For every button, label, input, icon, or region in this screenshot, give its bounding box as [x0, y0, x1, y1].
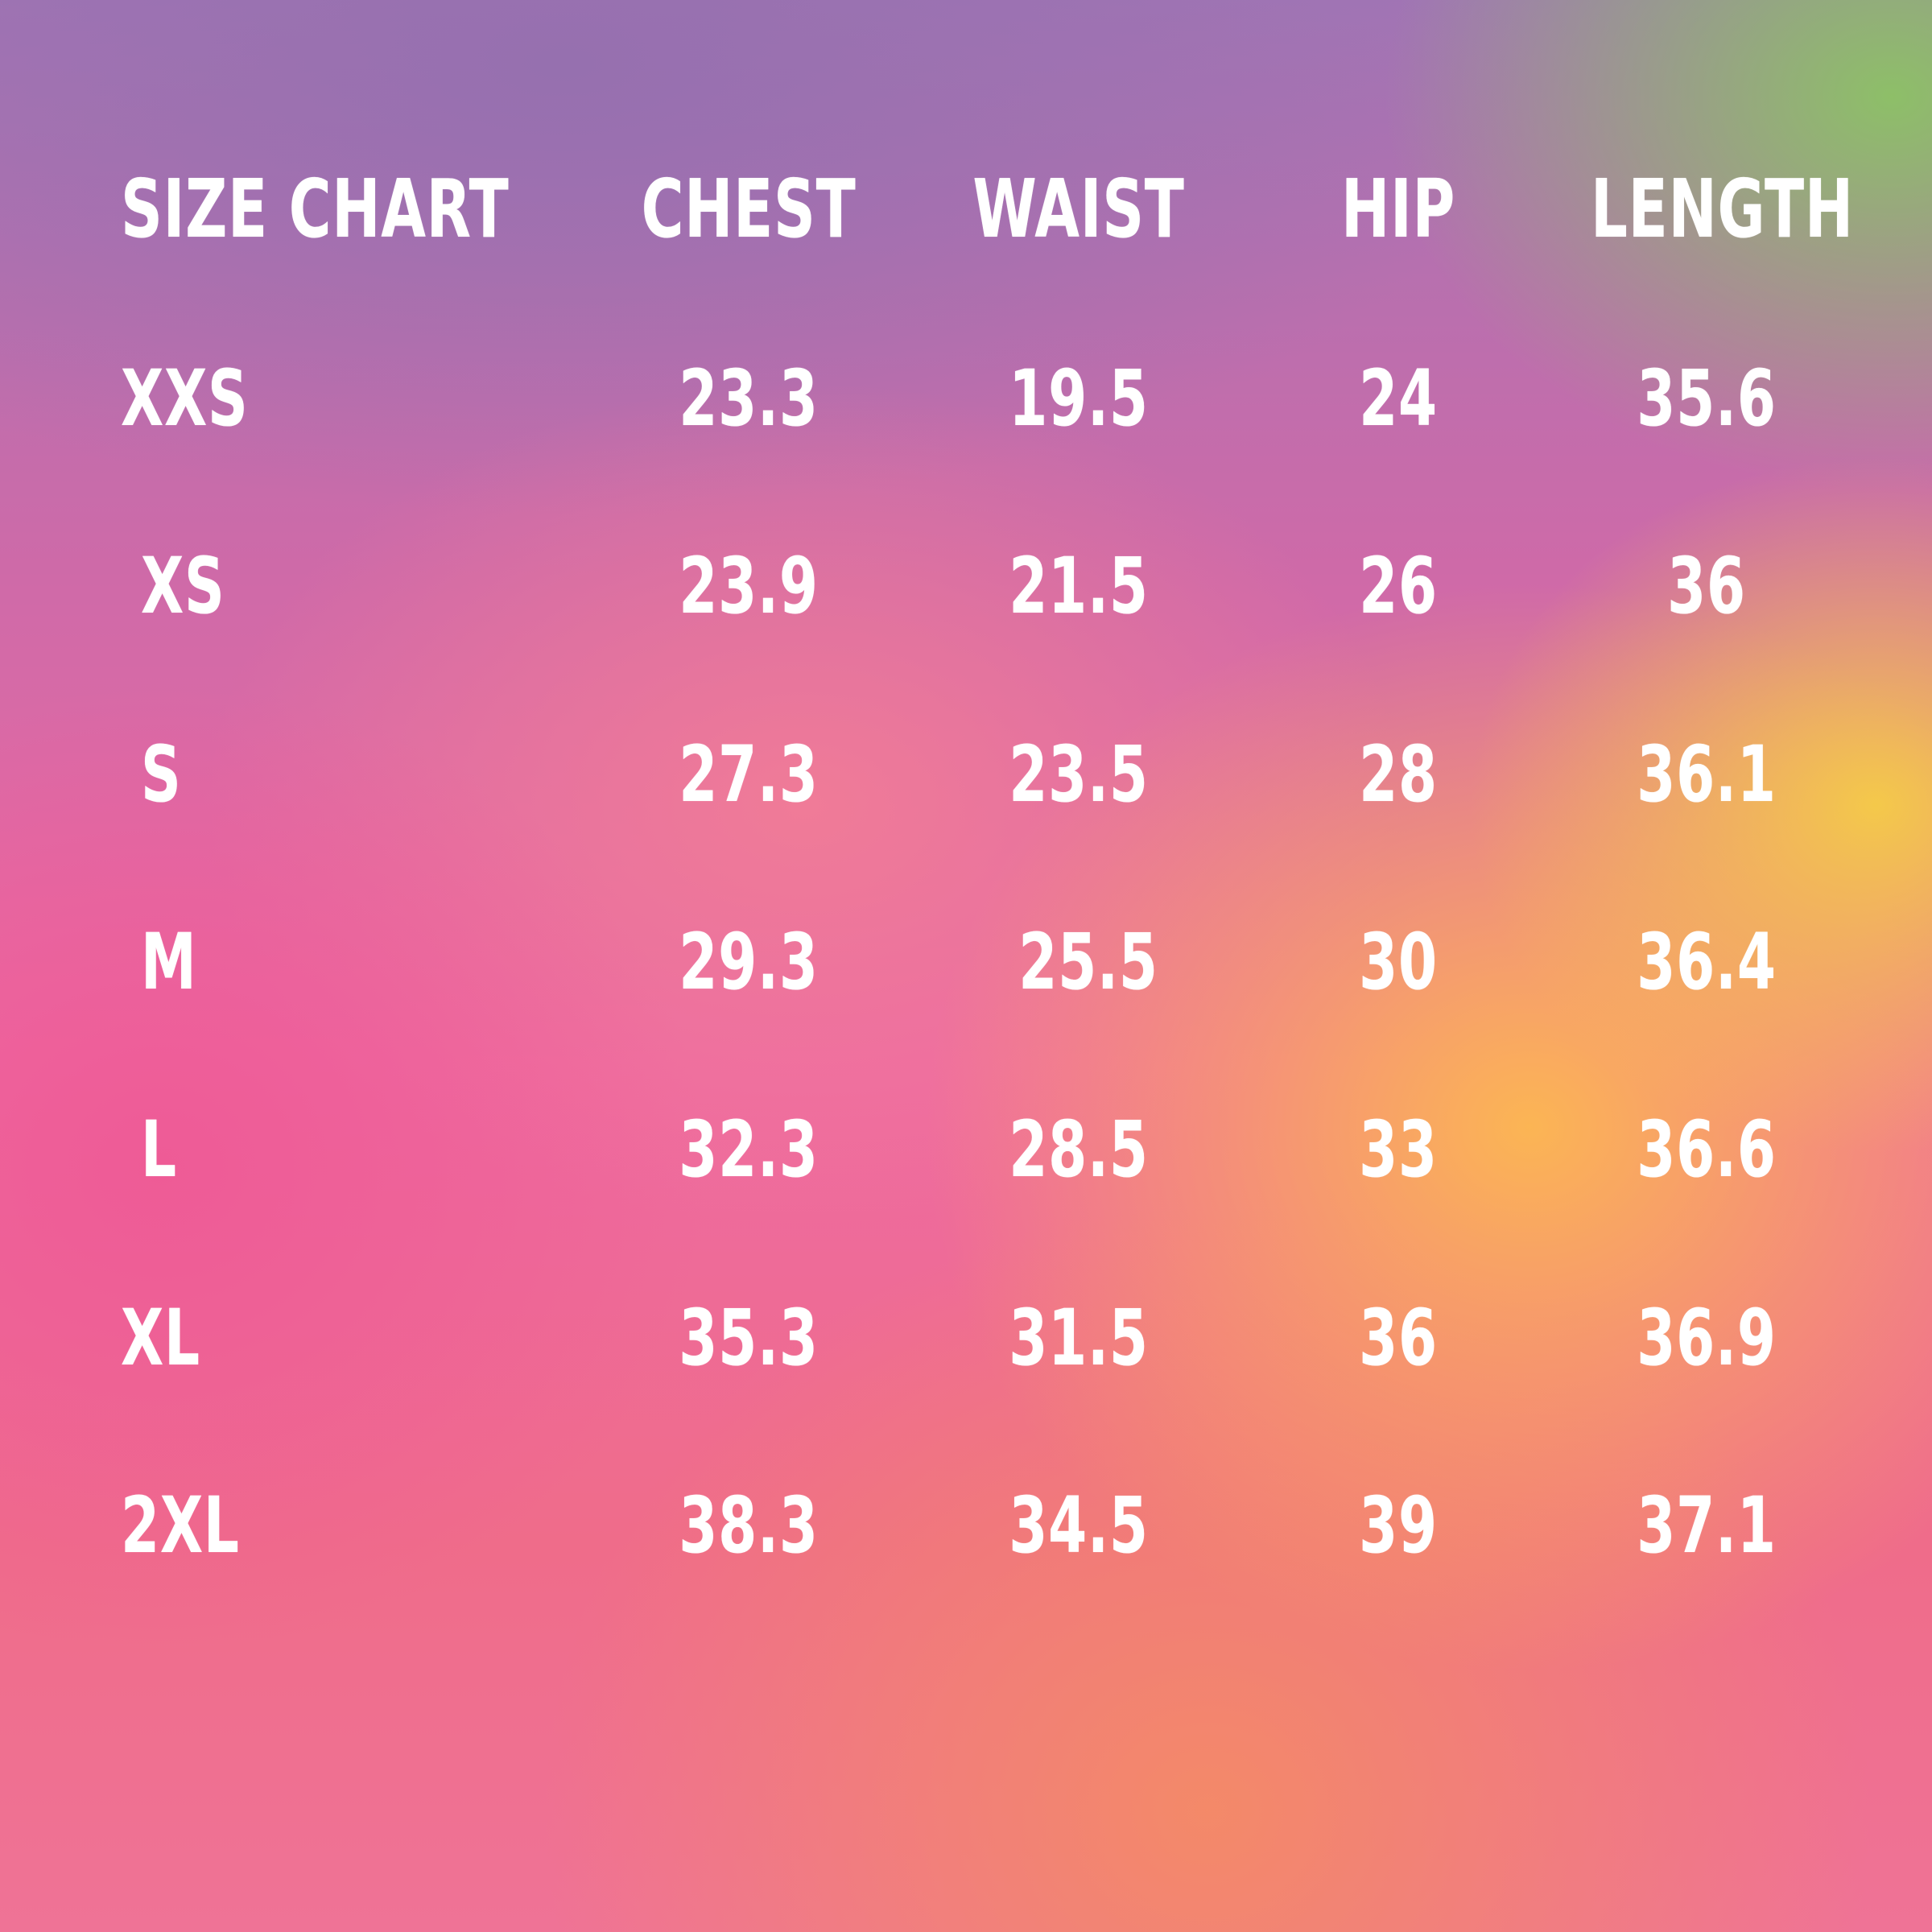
hip-value: 39	[1359, 1480, 1438, 1571]
table-row-l: L 32.3 28.5 33 36.6	[0, 1101, 1932, 1198]
waist-value: 25.5	[1018, 917, 1158, 1007]
chest-value: 23.3	[679, 353, 819, 444]
length-value: 36.4	[1637, 917, 1777, 1007]
length-value: 36	[1667, 541, 1746, 631]
header-hip: HIP	[1341, 162, 1455, 256]
hip-value: 36	[1359, 1293, 1438, 1383]
chest-value: 35.3	[679, 1293, 819, 1383]
table-row-s: S 27.3 23.5 28 36.1	[0, 726, 1932, 823]
header-waist: WAIST	[972, 162, 1185, 256]
size-label: XXS	[121, 353, 249, 444]
waist-value: 34.5	[1009, 1480, 1149, 1571]
header-row: SIZE CHART CHEST WAIST HIP LENGTH	[0, 161, 1932, 258]
header-length: LENGTH	[1591, 162, 1854, 256]
hip-value: 24	[1359, 353, 1438, 444]
size-label: 2XL	[121, 1480, 240, 1571]
table-row-2xl: 2XL 38.3 34.5 39 37.1	[0, 1477, 1932, 1574]
chest-value: 29.3	[679, 917, 819, 1007]
table-row-m: M 29.3 25.5 30 36.4	[0, 914, 1932, 1010]
hip-value: 28	[1359, 729, 1438, 819]
size-label: XS	[141, 541, 225, 631]
hip-value: 26	[1359, 541, 1438, 631]
length-value: 36.1	[1637, 729, 1777, 819]
size-label: XL	[121, 1293, 200, 1383]
chest-value: 27.3	[679, 729, 819, 819]
length-value: 35.6	[1637, 353, 1777, 444]
header-size-chart: SIZE CHART	[121, 162, 510, 256]
hip-value: 30	[1359, 917, 1438, 1007]
waist-value: 19.5	[1009, 353, 1149, 444]
chest-value: 23.9	[679, 541, 819, 631]
chest-value: 32.3	[679, 1104, 819, 1195]
size-label: M	[141, 917, 197, 1007]
length-value: 37.1	[1637, 1480, 1777, 1571]
waist-value: 31.5	[1009, 1293, 1149, 1383]
length-value: 36.6	[1637, 1104, 1777, 1195]
table-row-xl: XL 35.3 31.5 36 36.9	[0, 1290, 1932, 1386]
header-chest: CHEST	[641, 162, 857, 256]
length-value: 36.9	[1637, 1293, 1777, 1383]
hip-value: 33	[1359, 1104, 1438, 1195]
table-row-xxs: XXS 23.3 19.5 24 35.6	[0, 350, 1932, 447]
chest-value: 38.3	[679, 1480, 819, 1571]
waist-value: 23.5	[1009, 729, 1149, 819]
size-label: L	[141, 1104, 177, 1195]
table-row-xs: XS 23.9 21.5 26 36	[0, 538, 1932, 634]
size-label: S	[141, 729, 182, 819]
waist-value: 28.5	[1009, 1104, 1149, 1195]
waist-value: 21.5	[1009, 541, 1149, 631]
